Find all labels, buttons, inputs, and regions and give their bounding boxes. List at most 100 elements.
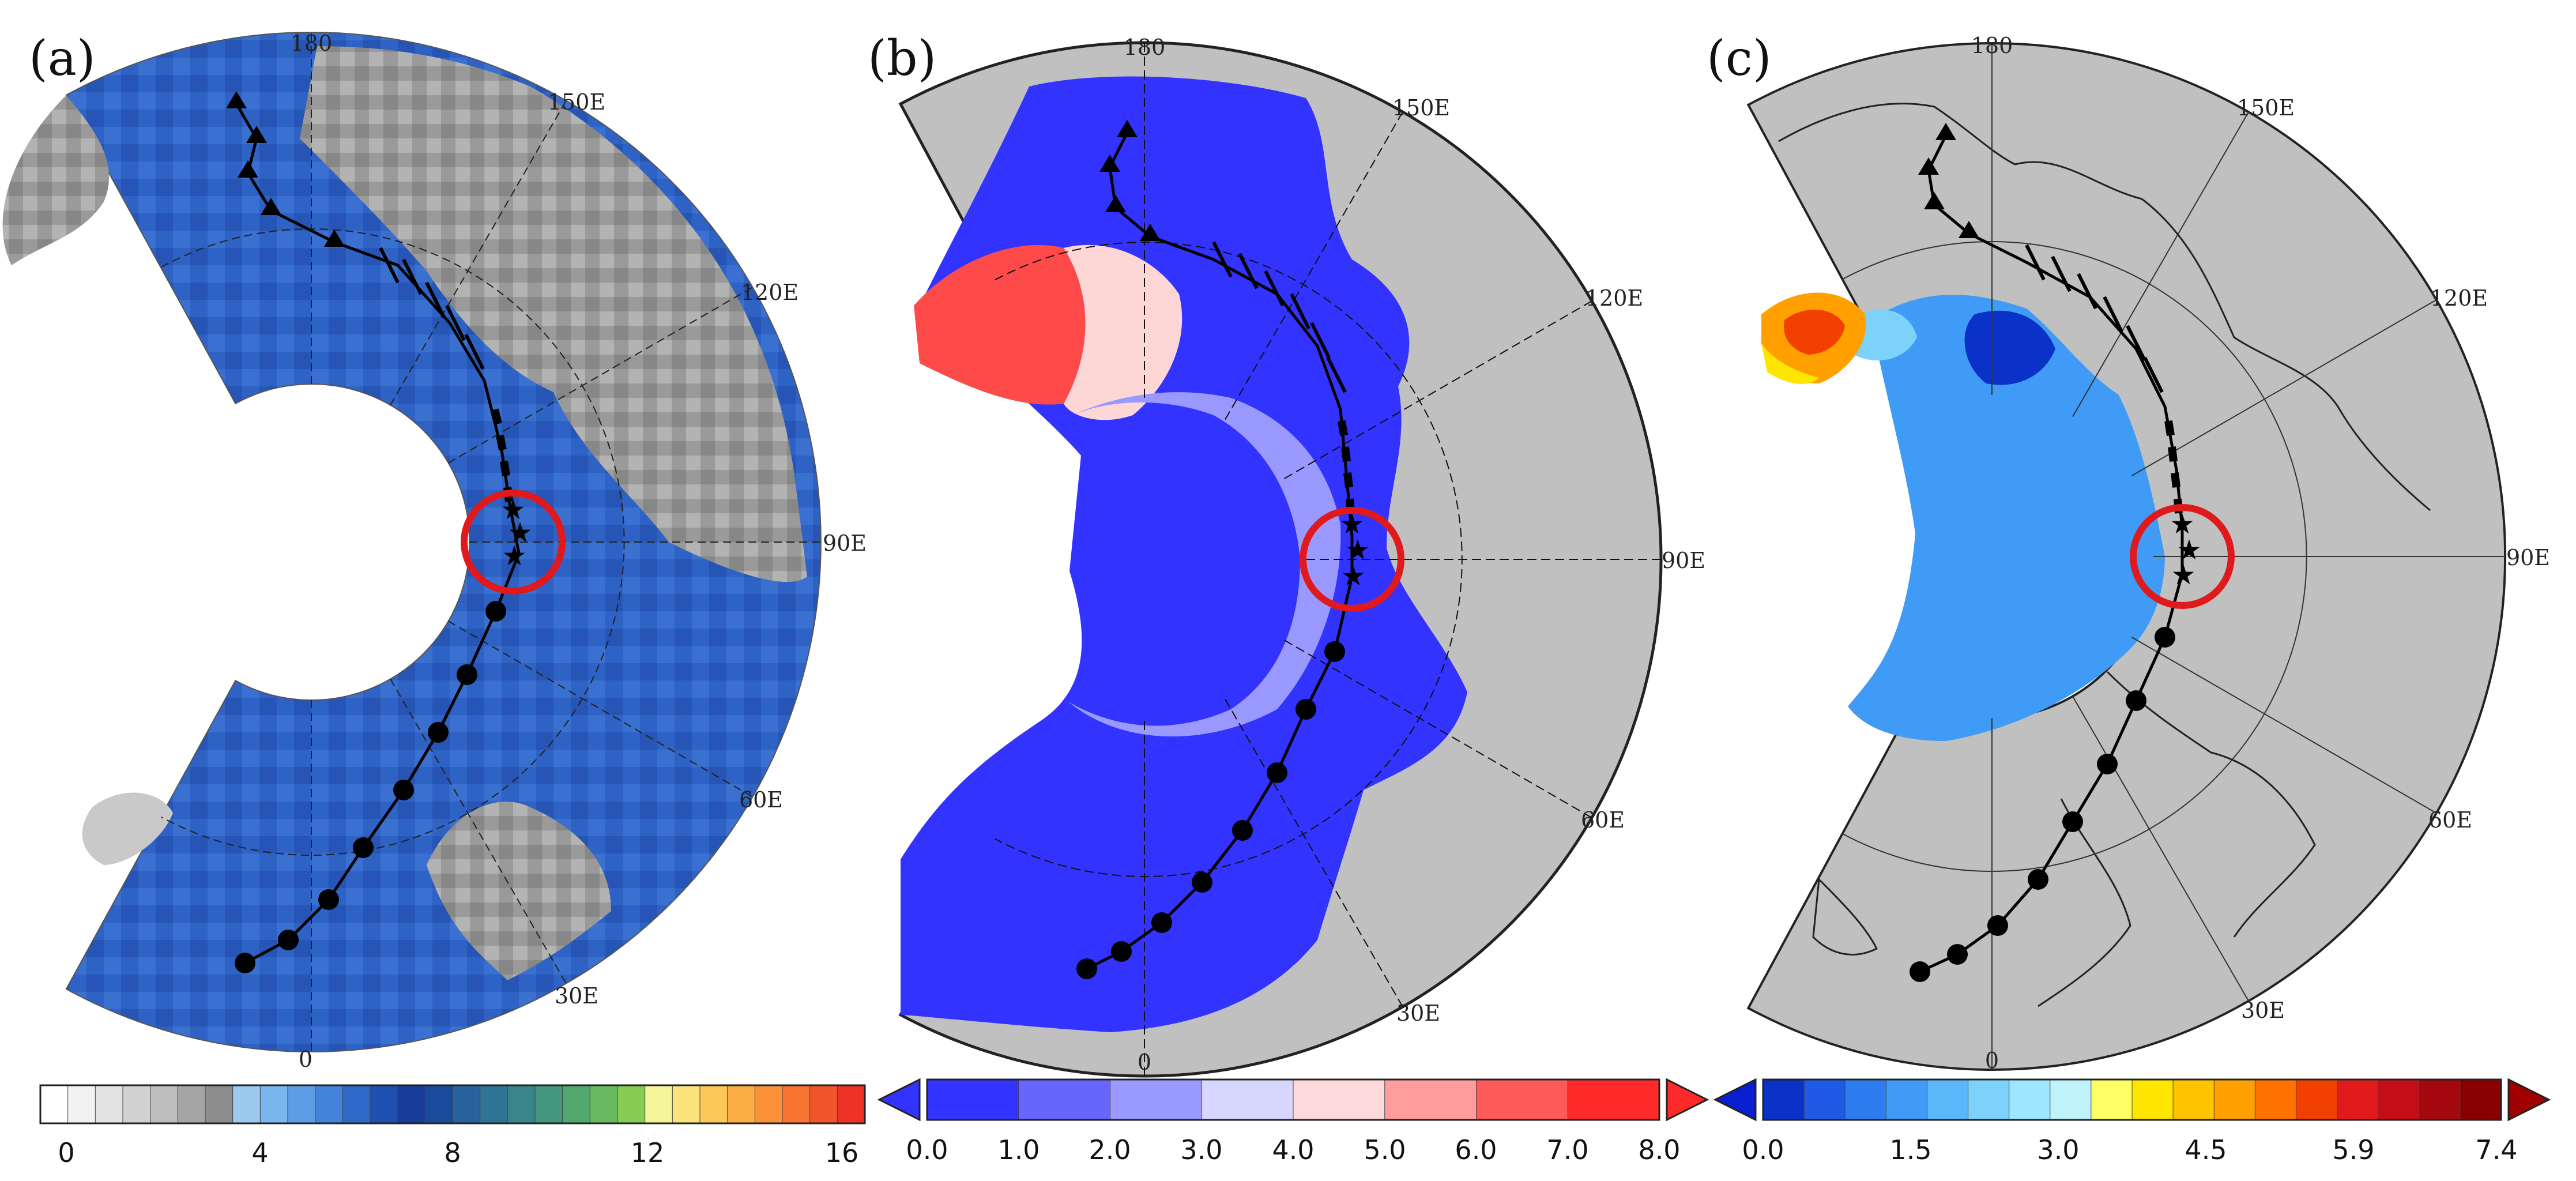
colorbar-c-under — [1713, 1078, 1757, 1122]
colorbar-c-cell — [1803, 1079, 1846, 1120]
colorbar-a-cell — [67, 1085, 96, 1124]
lon-label-b-30e: 30E — [1396, 1001, 1440, 1026]
track-triangles-c — [1918, 123, 1979, 238]
track-a: ★ ★ ★ — [226, 91, 566, 973]
colorbar-a-cell — [342, 1085, 371, 1124]
lon-label-b-120e: 120E — [1585, 285, 1643, 311]
colorbar-a: 0 4 8 12 16 — [39, 1084, 866, 1168]
colorbar-c-tick-3: 4.5 — [2185, 1134, 2227, 1165]
colorbar-b-tick-3: 3.0 — [1180, 1134, 1222, 1165]
colorbar-a-cell — [645, 1085, 673, 1124]
colorbar-a-cell — [40, 1085, 69, 1124]
svg-text:★: ★ — [507, 517, 532, 549]
colorbar-b-cell — [1567, 1079, 1660, 1120]
colorbar-c-cell — [2378, 1079, 2420, 1120]
track-dots-a — [235, 601, 506, 973]
colorbar-a-cell — [205, 1085, 234, 1124]
lon-label-c-180: 180 — [1971, 33, 2013, 58]
lon-label-a-0: 0 — [299, 1047, 312, 1072]
field-hot-c — [1784, 309, 1845, 355]
field-blue-c — [1848, 295, 2165, 741]
lon-label-b-150e: 150E — [1392, 95, 1450, 121]
lon-label-a-90e: 90E — [823, 531, 867, 556]
colorbar-b-tick-0: 0.0 — [906, 1134, 948, 1165]
colorbar-a-cell — [754, 1085, 784, 1124]
map-b: ★ ★ ★ — [898, 41, 1663, 1078]
colorbar-b-tick-8: 8.0 — [1638, 1134, 1680, 1165]
colorbar-a-cell — [122, 1085, 151, 1124]
colorbar-b-tick-6: 6.0 — [1455, 1134, 1497, 1165]
colorbar-c-tick-1: 1.5 — [1889, 1134, 1931, 1165]
colorbar-b-cell — [1018, 1079, 1111, 1120]
lon-label-b-60e: 60E — [1581, 807, 1625, 833]
colorbar-b-cell — [927, 1079, 1019, 1120]
panel-label-c: (c) — [1707, 30, 1772, 86]
svg-text:★: ★ — [500, 494, 525, 526]
colorbar-a-cell — [534, 1085, 563, 1124]
panel-label-b: (b) — [868, 30, 936, 86]
colorbar-a-cells — [40, 1085, 866, 1124]
colorbar-c-cell — [2213, 1079, 2256, 1120]
lon-label-a-150e: 150E — [548, 89, 605, 115]
colorbar-c-cell — [1926, 1079, 1969, 1120]
colorbar-a-cell — [589, 1085, 619, 1124]
highlight-circle-c — [2130, 504, 2235, 609]
colorbar-a-tick-4: 16 — [825, 1137, 859, 1168]
lon-label-c-60e: 60E — [2428, 807, 2472, 833]
colorbar-a-cell — [259, 1085, 289, 1124]
colorbar-b-cell — [1110, 1079, 1203, 1120]
colorbar-c-tick-0: 0.0 — [1742, 1134, 1784, 1165]
track-b: ★ ★ ★ — [1076, 120, 1404, 979]
land-siberia-a — [300, 46, 807, 582]
lon-label-a-180: 180 — [291, 31, 333, 56]
track-dashes-a — [491, 408, 513, 502]
lon-label-a-60e: 60E — [739, 787, 783, 813]
track-dots-c — [1910, 627, 2175, 982]
colorbar-c-tick-5: 7.4 — [2475, 1134, 2517, 1165]
colorbar-b-cells — [927, 1079, 1660, 1120]
colorbar-a-cell — [507, 1085, 536, 1124]
colorbar-c-cell — [2337, 1079, 2379, 1120]
colorbar-a-cell — [370, 1085, 398, 1124]
highlight-circle-a — [461, 490, 566, 595]
panel-label-a: (a) — [29, 30, 96, 86]
colorbar-c: 0.0 1.5 3.0 4.5 5.9 7.4 — [1713, 1078, 2551, 1165]
colorbar-c-cell — [2419, 1079, 2461, 1120]
lon-label-a-30e: 30E — [555, 983, 598, 1009]
land-scandinavia-a — [427, 802, 611, 980]
lon-label-b-180: 180 — [1124, 35, 1166, 60]
colorbar-b-cell — [1201, 1079, 1294, 1120]
colorbar-c-cell — [2254, 1079, 2297, 1120]
colorbar-a-tick-1: 4 — [251, 1137, 268, 1168]
colorbar-a-cell — [782, 1085, 811, 1124]
colorbar-a-cell — [699, 1085, 728, 1124]
map-c: ★ ★ ★ — [1746, 42, 2507, 1071]
svg-text:★: ★ — [1345, 534, 1370, 566]
colorbar-c-cells — [1762, 1079, 2502, 1120]
land-greenland-a — [82, 792, 173, 865]
field-high-b — [914, 245, 1086, 405]
colorbar-a-tick-0: 0 — [58, 1137, 74, 1168]
colorbar-a-cell — [232, 1085, 261, 1124]
lon-label-c-0: 0 — [1985, 1048, 1999, 1073]
svg-text:★: ★ — [2171, 559, 2195, 591]
colorbar-b-cell — [1476, 1079, 1569, 1120]
colorbar-a-frame — [39, 1084, 866, 1124]
colorbar-c-tick-2: 3.0 — [2037, 1134, 2079, 1165]
colorbar-b-cell — [1384, 1079, 1477, 1120]
colorbar-c-over — [2507, 1078, 2551, 1122]
colorbar-b-tick-5: 5.0 — [1364, 1134, 1406, 1165]
colorbar-c-cell — [2131, 1079, 2174, 1120]
colorbar-a-cell — [809, 1085, 838, 1124]
colorbar-b-tick-2: 2.0 — [1089, 1134, 1131, 1165]
field-deep-blue-c — [1964, 310, 2055, 385]
svg-text:★: ★ — [502, 540, 526, 572]
track-dots-b — [1076, 641, 1345, 979]
colorbar-a-cell — [617, 1085, 646, 1124]
colorbar-a-cell — [95, 1085, 124, 1124]
panel-b: (b) — [868, 30, 1709, 1165]
colorbar-b: 0.0 1.0 2.0 3.0 4.0 5.0 6.0 7.0 8.0 — [877, 1078, 1709, 1165]
colorbar-c-cell — [2050, 1079, 2092, 1120]
colorbar-b-cell — [1293, 1079, 1385, 1120]
colorbar-c-cell — [2295, 1079, 2338, 1120]
